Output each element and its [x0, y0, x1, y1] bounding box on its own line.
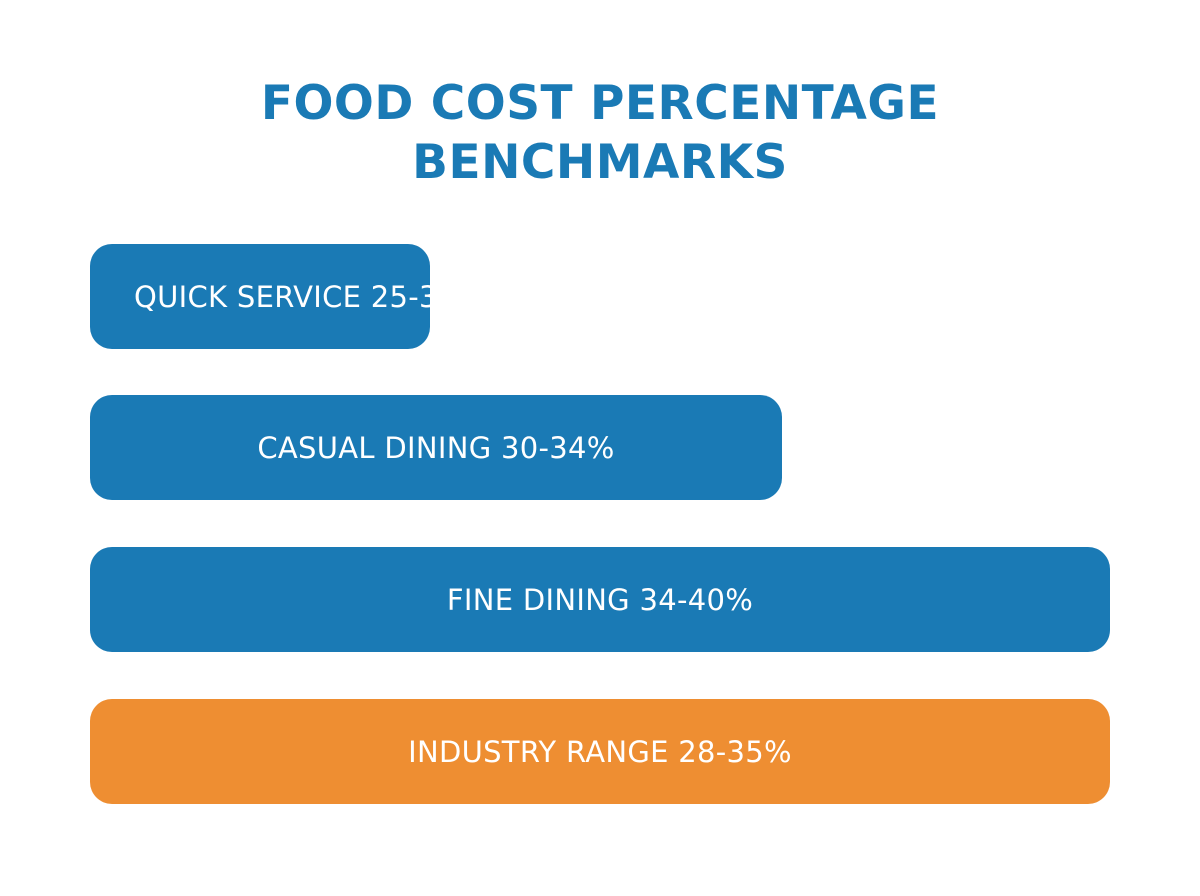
bar-industry-range: INDUSTRY RANGE 28-35% — [90, 699, 1110, 804]
chart-title: FOOD COST PERCENTAGE BENCHMARKS — [0, 74, 1200, 192]
chart-title-line-2: BENCHMARKS — [412, 135, 788, 190]
bar-casual-dining: CASUAL DINING 30-34% — [90, 395, 782, 500]
bar-label-fine-dining: FINE DINING 34-40% — [446, 582, 754, 617]
bar-label-industry-range: INDUSTRY RANGE 28-35% — [408, 734, 792, 769]
bar-fine-dining: FINE DINING 34-40% — [90, 547, 1110, 652]
bar-label-casual-dining: CASUAL DINING 30-34% — [257, 430, 615, 465]
bar-label-quick-service: QUICK SERVICE 25-30% — [134, 279, 485, 314]
bar-quick-service: QUICK SERVICE 25-30% — [90, 244, 484, 349]
chart-title-line-1: FOOD COST PERCENTAGE — [260, 76, 940, 131]
